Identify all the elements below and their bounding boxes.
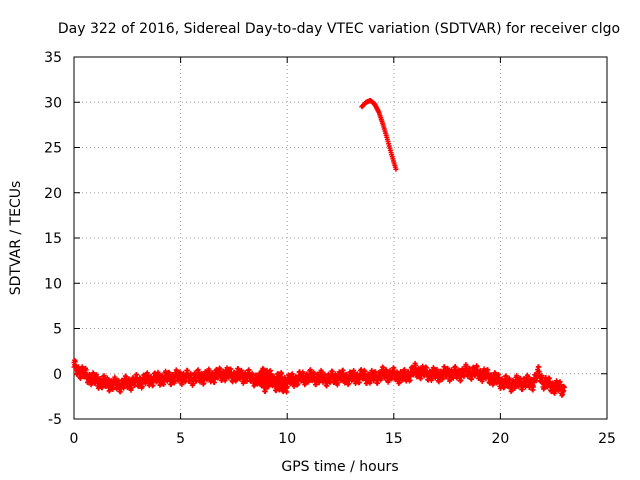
x-tick-label: 15 [385,431,403,447]
data-point [536,364,542,370]
x-tick-label: 20 [491,431,509,447]
x-tick-label: 25 [598,431,616,447]
axis-ticks: 0 5 10 15 20 25 -5 0 5 10 15 20 25 30 35 [44,50,616,447]
data-point [413,362,419,368]
data-point [558,382,564,388]
y-axis-label: SDTVAR / TECUs [8,181,24,296]
data-point [393,166,399,172]
y-tick-label: 10 [44,276,62,292]
y-tick-label: 20 [44,186,62,202]
data-point [268,371,274,377]
y-tick-label: 0 [53,367,62,383]
y-tick-label: 35 [44,50,62,66]
y-tick-label: 25 [44,141,62,157]
y-tick-label: 5 [53,322,62,338]
data-point [94,374,100,380]
x-axis-label: GPS time / hours [281,459,398,475]
data-point [284,389,290,395]
y-tick-label: 15 [44,231,62,247]
data-point [561,384,567,390]
y-tick-label: 30 [44,95,62,111]
data-point [531,384,537,390]
series-loop [259,365,290,395]
y-tick-label: -5 [48,412,62,428]
data-point [536,369,542,375]
data-point [72,358,78,364]
data-point [284,385,290,391]
x-tick-label: 5 [176,431,185,447]
data-point [284,380,290,386]
data-point [83,367,89,373]
plot-frame [73,56,608,420]
x-tick-label: 10 [278,431,296,447]
x-tick-label: 0 [70,431,79,447]
chart-title: Day 322 of 2016, Sidereal Day-to-day VTE… [58,21,620,37]
data-points [71,97,567,399]
series-upper-arc [359,97,399,172]
grid-lines [74,57,607,419]
series-main [71,357,567,399]
data-point [496,374,502,380]
